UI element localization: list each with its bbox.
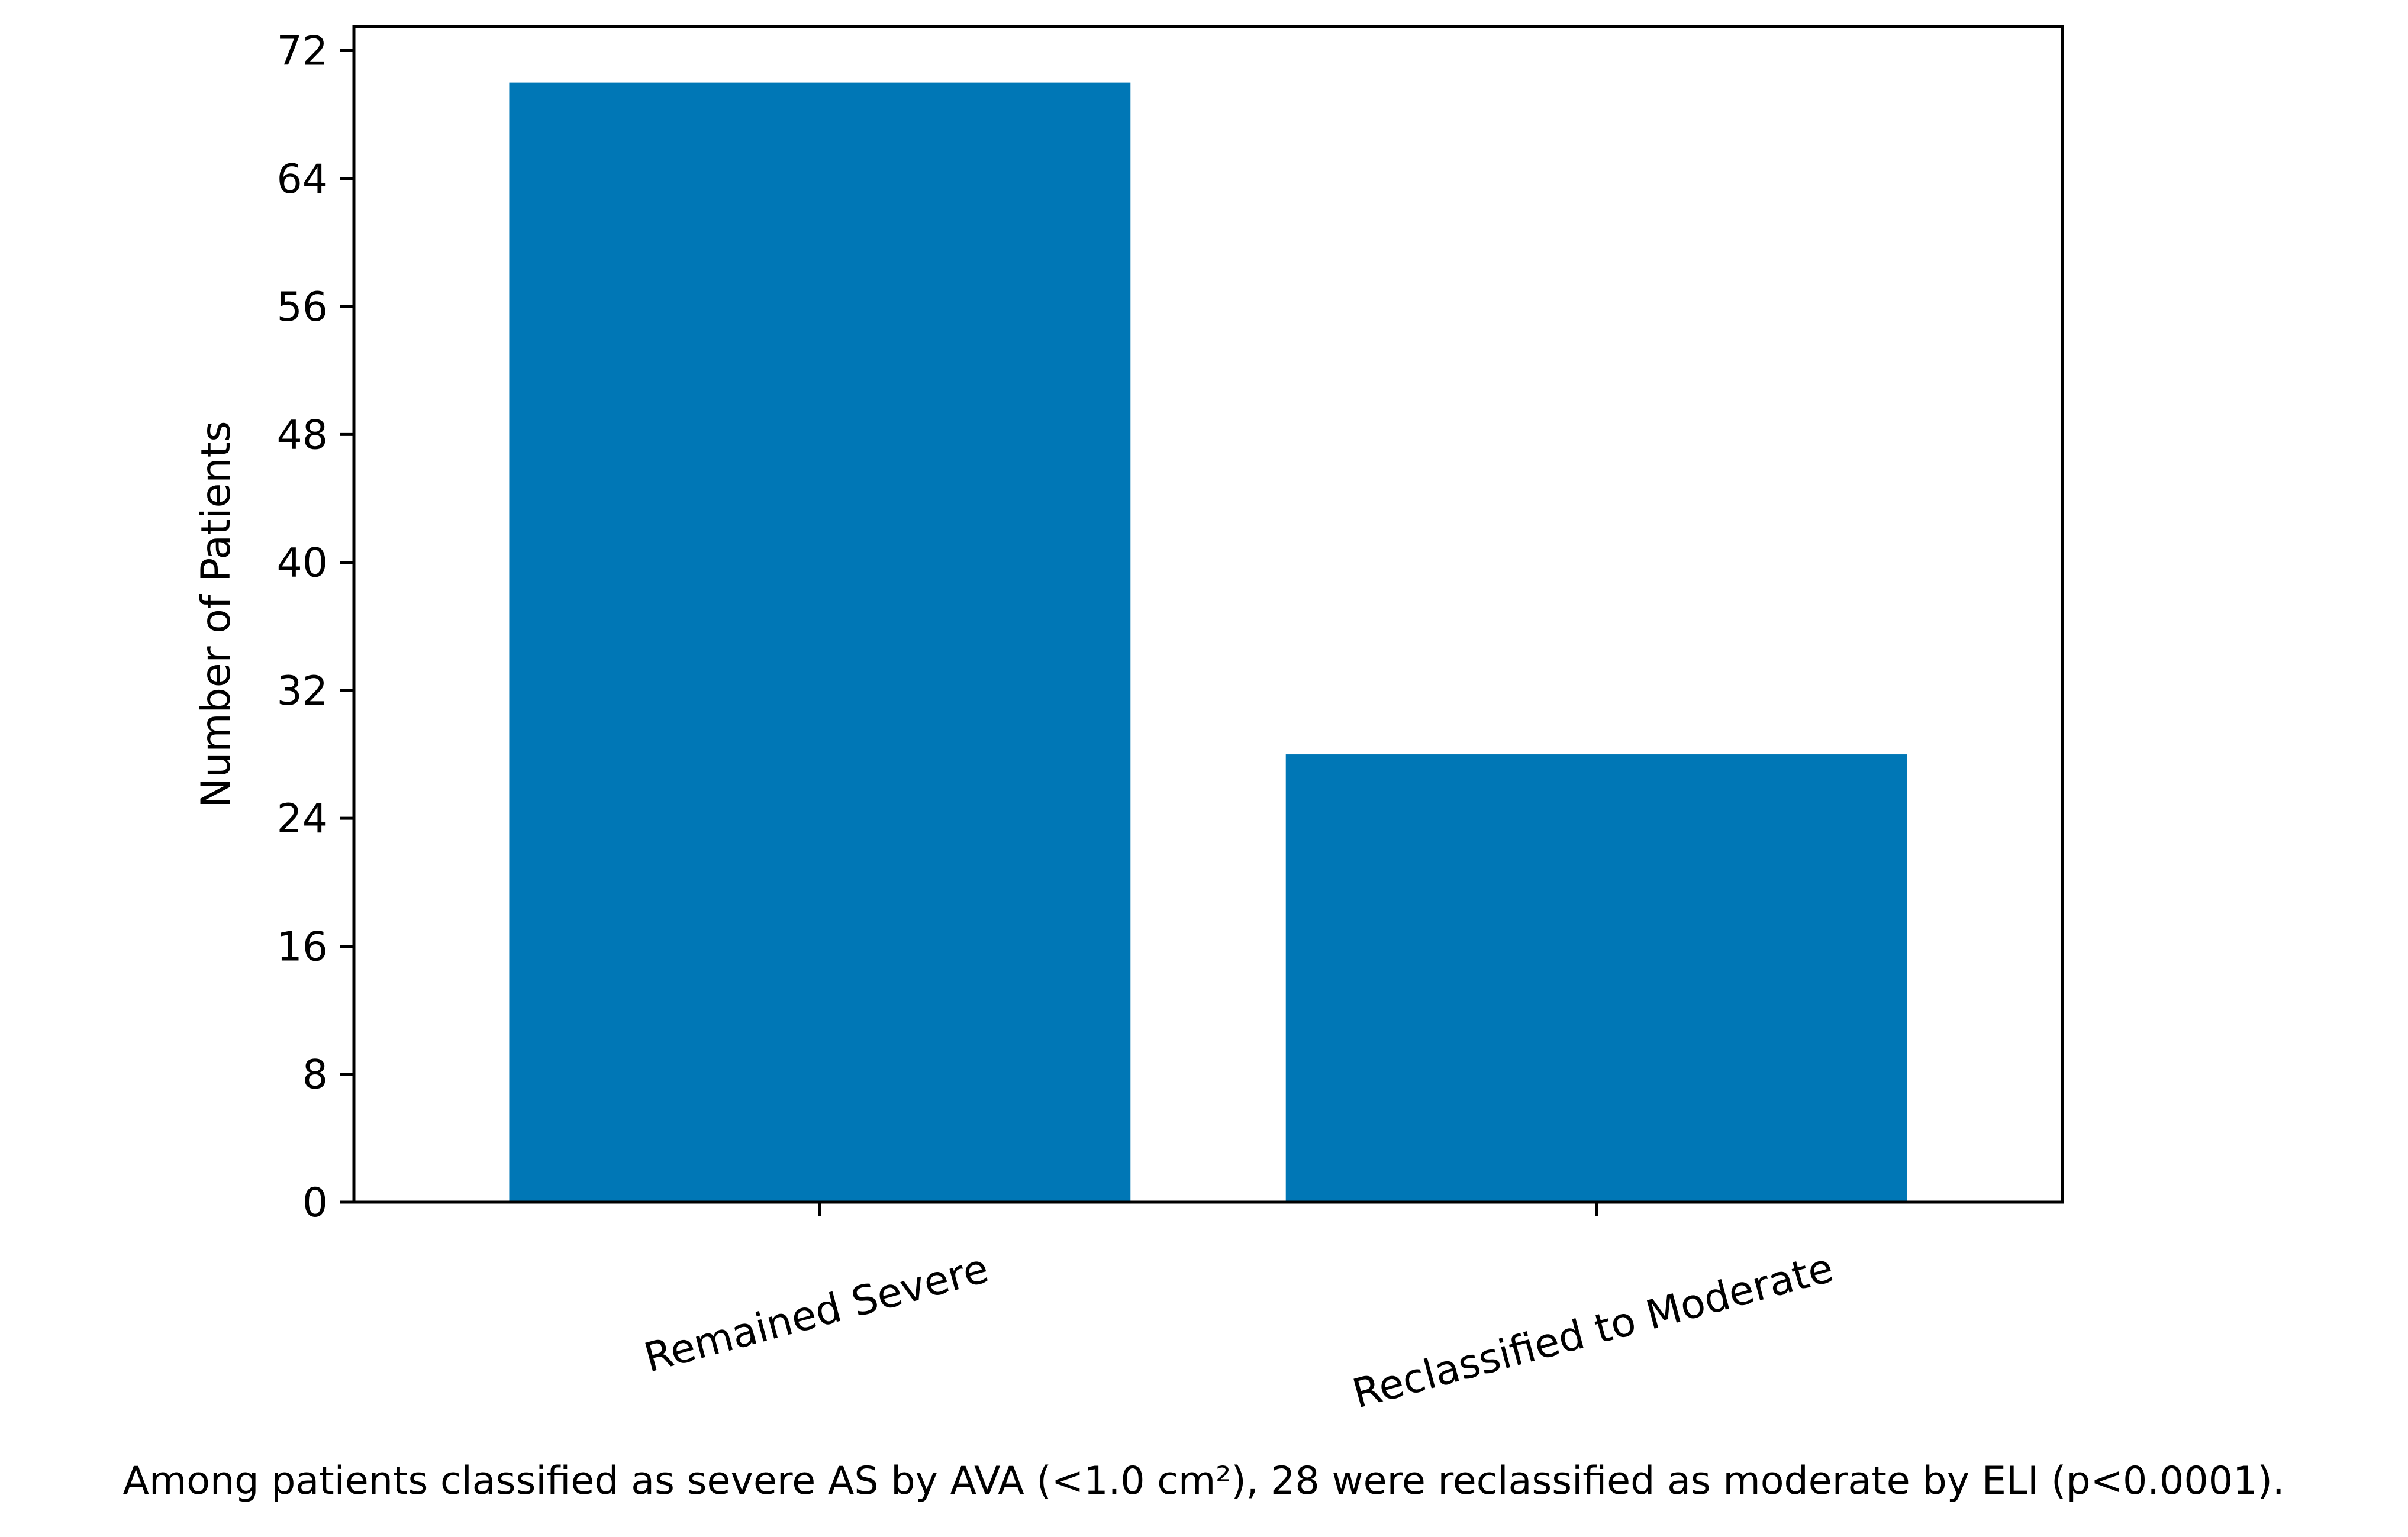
bar-remained-severe (509, 82, 1131, 1203)
y-tick-label: 16 (276, 924, 328, 970)
plot-frame (352, 25, 2064, 1204)
y-tick-label: 48 (276, 412, 328, 458)
y-tick-label: 72 (276, 28, 328, 75)
y-axis-label: Number of Patients (193, 421, 240, 808)
y-tick-label: 32 (276, 668, 328, 715)
y-axis: 0 8 16 24 32 40 48 56 64 72 (276, 28, 354, 1226)
bar-reclassified-to-moderate (1285, 754, 1907, 1202)
y-tick-label: 56 (276, 284, 328, 331)
figure-caption: Among patients classified as severe AS b… (123, 1459, 2284, 1503)
y-tick-label: 64 (276, 156, 328, 203)
y-tick-label: 8 (302, 1052, 328, 1099)
bars-layer (509, 82, 1907, 1203)
y-tick-label: 0 (302, 1180, 328, 1226)
y-tick-label: 40 (276, 540, 328, 587)
y-tick-label: 24 (276, 796, 328, 842)
